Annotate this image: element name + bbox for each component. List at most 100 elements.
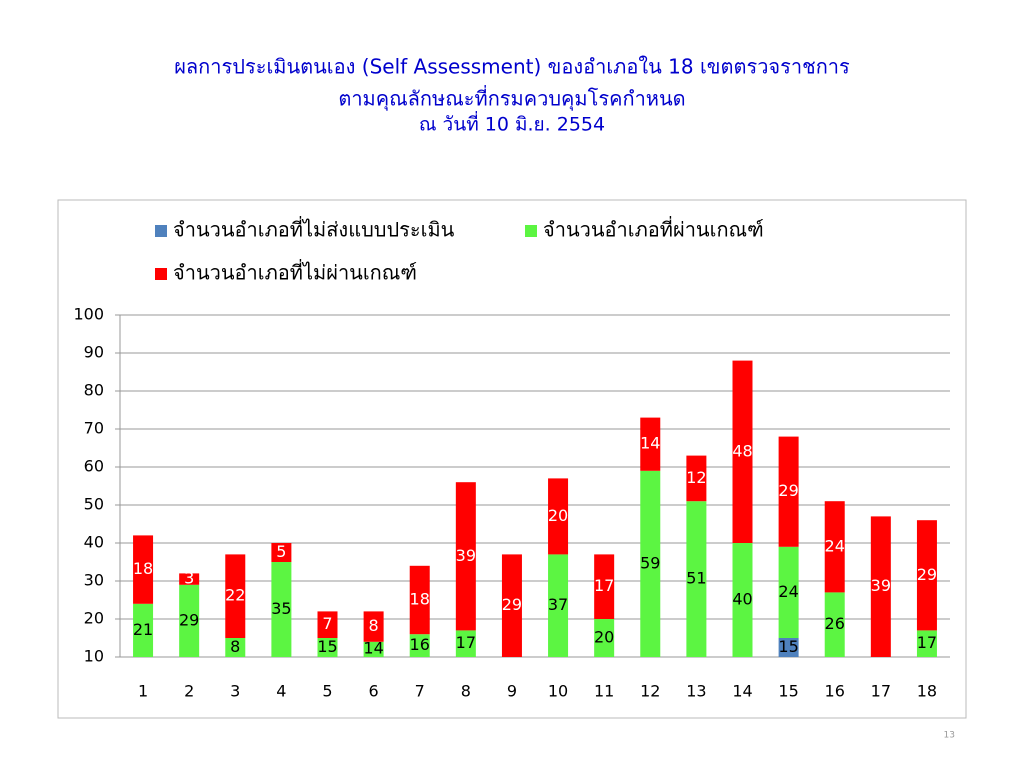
bar-segment <box>225 638 246 657</box>
bar-segment <box>824 592 845 657</box>
bar-segment <box>916 520 937 631</box>
bar-segment <box>916 630 937 657</box>
bar-segment <box>317 638 338 657</box>
y-tick-label: 30 <box>84 571 104 590</box>
y-tick-label: 20 <box>84 609 104 628</box>
bar-segment <box>686 501 707 657</box>
data-label: 7 <box>322 614 332 633</box>
bar-segment <box>824 501 845 593</box>
x-tick-label: 14 <box>732 682 752 701</box>
bar-segment <box>778 436 799 547</box>
bar-segment <box>594 619 615 657</box>
x-tick-label: 12 <box>640 682 660 701</box>
bar-segment <box>363 611 384 642</box>
y-tick-label: 100 <box>73 305 104 324</box>
legend-swatch <box>155 268 167 280</box>
legend-swatch <box>155 225 167 237</box>
data-label: 18 <box>410 590 430 609</box>
y-tick-label: 50 <box>84 495 104 514</box>
y-tick-label: 60 <box>84 457 104 476</box>
y-tick-label: 80 <box>84 381 104 400</box>
bar-segment <box>455 630 476 657</box>
x-tick-label: 8 <box>461 682 471 701</box>
bar-segment <box>732 360 753 543</box>
x-tick-label: 16 <box>825 682 845 701</box>
page-number: 13 <box>944 731 955 741</box>
data-label: 24 <box>778 582 798 601</box>
bar-segment <box>409 565 430 635</box>
bar-segment <box>594 554 615 619</box>
data-label: 8 <box>230 637 240 656</box>
data-label: 22 <box>225 586 245 605</box>
data-label: 39 <box>871 576 891 595</box>
bar-segment <box>640 417 661 471</box>
bars <box>133 360 937 657</box>
x-tick-label: 15 <box>778 682 798 701</box>
data-label: 48 <box>732 441 752 460</box>
bar-segment <box>179 584 200 657</box>
x-tick-label: 10 <box>548 682 568 701</box>
data-label: 29 <box>179 610 199 629</box>
data-label: 16 <box>410 635 430 654</box>
data-label: 18 <box>133 559 153 578</box>
y-tick-label: 70 <box>84 419 104 438</box>
bar-segment <box>778 546 799 638</box>
data-label: 8 <box>369 616 379 635</box>
data-label: 17 <box>456 633 476 652</box>
bar-segment <box>732 543 753 657</box>
bar-segment <box>271 543 292 562</box>
x-tick-label: 5 <box>322 682 332 701</box>
y-tick-label: 90 <box>84 343 104 362</box>
y-tick-label: 40 <box>84 533 104 552</box>
data-label: 59 <box>640 553 660 572</box>
data-label: 29 <box>778 481 798 500</box>
x-tick-label: 9 <box>507 682 517 701</box>
x-tick-label: 17 <box>871 682 891 701</box>
data-label: 12 <box>686 468 706 487</box>
bar-segment <box>640 470 661 657</box>
data-label: 26 <box>825 614 845 633</box>
x-tick-label: 18 <box>917 682 937 701</box>
y-tick-label: 10 <box>84 647 104 666</box>
bar-segment <box>317 611 338 638</box>
data-label: 21 <box>133 620 153 639</box>
legend-label: จำนวนอำเภอที่ผ่านเกณฑ์ <box>543 216 764 242</box>
data-label: 3 <box>184 569 194 588</box>
data-label: 29 <box>502 595 522 614</box>
x-tick-label: 6 <box>369 682 379 701</box>
data-label: 15 <box>317 637 337 656</box>
bar-segment <box>409 634 430 657</box>
bar-segment <box>548 478 569 555</box>
data-label: 15 <box>778 637 798 656</box>
chart-frame <box>57 199 967 719</box>
data-label: 17 <box>594 576 614 595</box>
chart-title: ผลการประเมินตนเอง (Self Assessment) ของอ… <box>174 55 850 79</box>
legend-label: จำนวนอำเภอที่ไม่ผ่านเกณฑ์ <box>173 259 417 285</box>
bar-segment <box>778 638 799 657</box>
bar-segment <box>271 562 292 657</box>
x-tick-label: 3 <box>230 682 240 701</box>
data-label: 51 <box>686 569 706 588</box>
bar-segment <box>501 554 522 657</box>
data-label: 5 <box>276 542 286 561</box>
bar-segment <box>870 516 891 657</box>
data-label: 40 <box>732 590 752 609</box>
data-label: 24 <box>825 536 845 555</box>
bar-segment <box>363 641 384 657</box>
bar-segment <box>225 554 246 638</box>
legend-swatch <box>525 225 537 237</box>
x-tick-label: 7 <box>415 682 425 701</box>
data-label: 35 <box>271 599 291 618</box>
x-tick-label: 4 <box>276 682 286 701</box>
bar-segment <box>686 455 707 502</box>
data-label: 29 <box>917 565 937 584</box>
data-label: 17 <box>917 633 937 652</box>
legend-label: จำนวนอำเภอที่ไม่ส่งแบบประเมิน <box>173 216 455 242</box>
data-label: 20 <box>594 628 614 647</box>
chart-title: ตามคุณลักษณะที่กรมควบคุมโรคกำหนด <box>338 85 685 112</box>
data-label: 37 <box>548 595 568 614</box>
x-tick-label: 11 <box>594 682 614 701</box>
data-label: 20 <box>548 506 568 525</box>
data-label: 39 <box>456 546 476 565</box>
data-label: 14 <box>640 434 660 453</box>
